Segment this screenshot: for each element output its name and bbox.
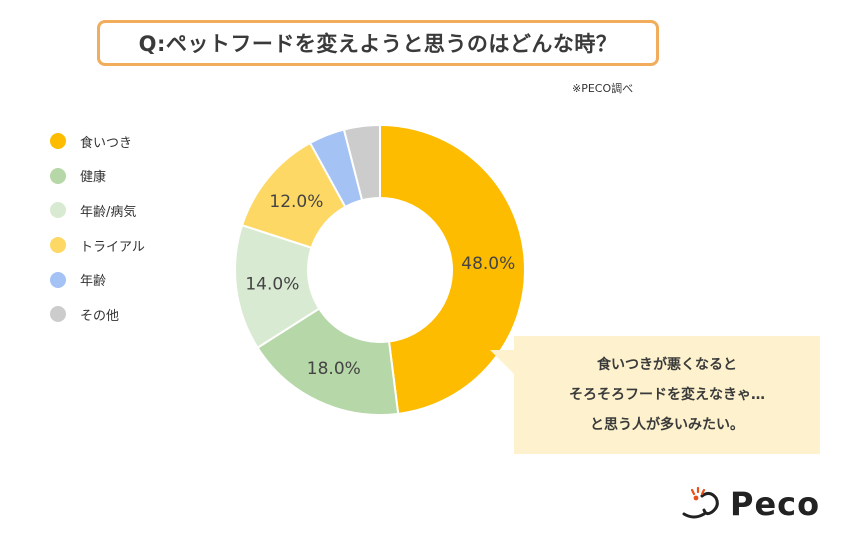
slice-value-label: 18.0% <box>307 359 361 379</box>
legend-item: 食いつき <box>50 124 145 159</box>
callout-line: そろそろフードを変えなきゃ… <box>569 387 765 403</box>
legend-swatch <box>50 167 66 184</box>
donut-slice <box>342 123 381 202</box>
slice-value-label: 48.0% <box>461 254 515 274</box>
callout-line: と思う人が多いみたい。 <box>590 417 744 433</box>
legend-item: 健康 <box>50 159 145 194</box>
peco-logo: Peco <box>682 484 820 524</box>
legend-item: その他 <box>50 297 145 332</box>
legend-label: 年齢 <box>80 274 107 290</box>
callout-line: 食いつきが悪くなると <box>597 357 737 373</box>
legend-swatch <box>50 271 66 288</box>
donut-slice <box>379 123 526 415</box>
legend-label: 食いつき <box>80 135 133 151</box>
title-box: Q:ペットフードを変えようと思うのはどんな時？ <box>97 20 659 66</box>
logo-text: Peco <box>730 485 821 523</box>
legend-swatch <box>50 237 66 254</box>
chart-title: Q:ペットフードを変えようと思うのはどんな時？ <box>138 32 618 56</box>
legend-swatch <box>50 306 66 323</box>
legend-item: トライアル <box>50 228 145 263</box>
slice-value-label: 14.0% <box>245 275 299 295</box>
pet-face-icon <box>682 486 719 519</box>
legend-swatch <box>50 133 66 150</box>
donut-slice <box>256 307 400 416</box>
legend-item: 年齢/病気 <box>50 193 145 228</box>
callout-tail <box>490 350 514 374</box>
legend: 食いつき 健康 年齢/病気 トライアル 年齢 その他 <box>50 124 145 332</box>
callout-box: 食いつきが悪くなると そろそろフードを変えなきゃ… と思う人が多いみたい。 <box>490 336 820 454</box>
legend-label: トライアル <box>80 239 145 255</box>
source-note: ※PECO調べ <box>572 82 634 95</box>
legend-swatch <box>50 202 66 219</box>
slice-value-label: 12.0% <box>269 192 323 212</box>
legend-label: その他 <box>80 308 120 324</box>
legend-label: 健康 <box>80 170 107 186</box>
legend-item: 年齢 <box>50 262 145 297</box>
legend-label: 年齢/病気 <box>80 204 137 220</box>
